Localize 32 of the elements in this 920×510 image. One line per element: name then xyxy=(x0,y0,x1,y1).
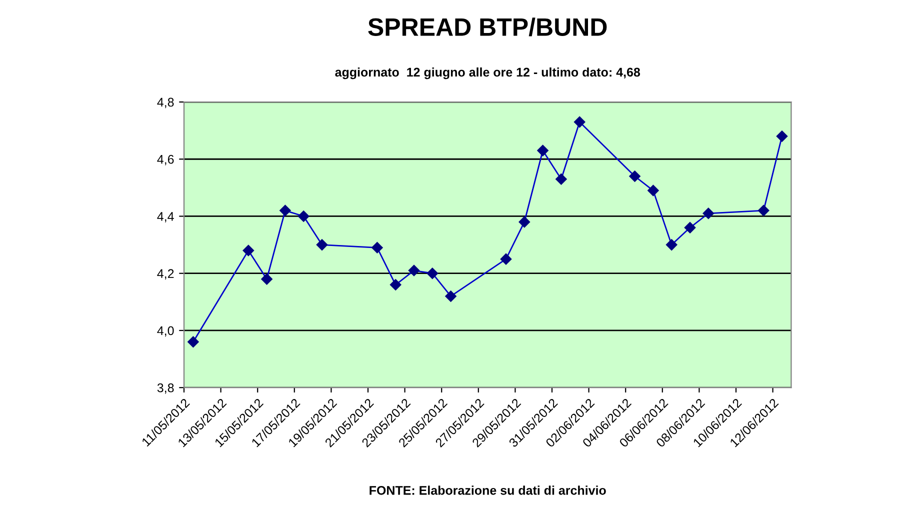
y-tick-label: 4,4 xyxy=(157,212,174,222)
point xyxy=(390,279,402,290)
point xyxy=(758,204,770,216)
point xyxy=(702,208,714,219)
point xyxy=(666,239,678,250)
chart-title: SPREAD BTP/BUND xyxy=(368,18,607,36)
chart-subtitle: aggiornato 12 giugno alle ore 12 - ultimo dato: 4,68 xyxy=(335,67,640,80)
point xyxy=(574,116,586,128)
point xyxy=(556,174,567,185)
y-tick-label: 4,6 xyxy=(157,154,174,166)
y-tick-label: 4,2 xyxy=(157,269,174,280)
point xyxy=(188,336,199,348)
point xyxy=(242,244,254,256)
y-tick-label: 4,8 xyxy=(157,98,174,108)
point xyxy=(316,239,328,250)
y-tick-label: 4,0 xyxy=(157,326,174,337)
point xyxy=(408,264,420,276)
point xyxy=(372,242,383,254)
point xyxy=(445,290,456,302)
point xyxy=(298,210,310,222)
point xyxy=(518,216,530,228)
point xyxy=(776,130,788,142)
point xyxy=(629,170,640,182)
point xyxy=(648,184,659,196)
point xyxy=(537,144,548,156)
point xyxy=(500,253,512,265)
y-tick-label: 3,8 xyxy=(157,383,174,394)
point xyxy=(280,204,291,216)
point xyxy=(684,222,696,234)
point xyxy=(261,273,272,285)
source-note: FONTE: Elaborazione su dati di archivio xyxy=(370,486,606,495)
point xyxy=(426,268,438,279)
